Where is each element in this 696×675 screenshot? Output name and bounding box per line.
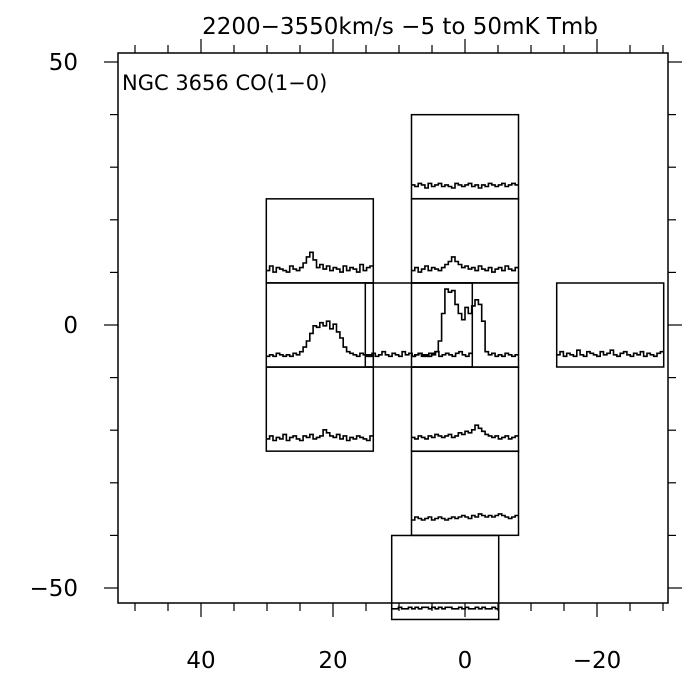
spectrum-box [390,534,500,621]
y-tick-label: −50 [29,576,78,602]
plot-frame [117,52,669,604]
spectrum-panel [265,282,375,368]
spectra-panels [265,113,665,621]
spectrum-line [556,349,664,358]
chart-header: 2200−3550km/s −5 to 50mK Tmb [202,14,598,40]
spectrum-panel [390,534,500,621]
spectrum-box [265,198,375,284]
y-tick-label: 0 [63,313,78,339]
spectrum-panel [410,450,520,537]
spectrum-line [391,606,499,610]
spectrum-line [411,256,519,273]
spectrum-box [410,450,520,537]
spectrum-box [410,113,520,200]
chart-title: NGC 3656 CO(1−0) [122,71,327,95]
spectrum-panel [410,366,520,452]
spectrum-line [411,182,519,189]
x-tick-label: 20 [318,648,347,674]
x-tick-label: 40 [186,648,215,674]
y-tick-label: 50 [49,50,78,76]
x-tick-label: −20 [573,648,622,674]
spectrum-panel [265,198,375,284]
spectrum-box [555,282,665,368]
spectrum-box [265,366,375,452]
spectrum-line [411,424,519,440]
spectrum-panel [555,282,665,368]
spectrum-panel [410,113,520,200]
spectrum-line [266,429,374,442]
spectrum-line [266,320,374,358]
x-tick-label: 0 [458,648,473,674]
spectrum-panel [410,198,520,284]
spectrum-line [411,288,519,358]
spectrum-panel [265,366,375,452]
spectrum-line [411,513,519,521]
spectrum-line [266,251,374,273]
